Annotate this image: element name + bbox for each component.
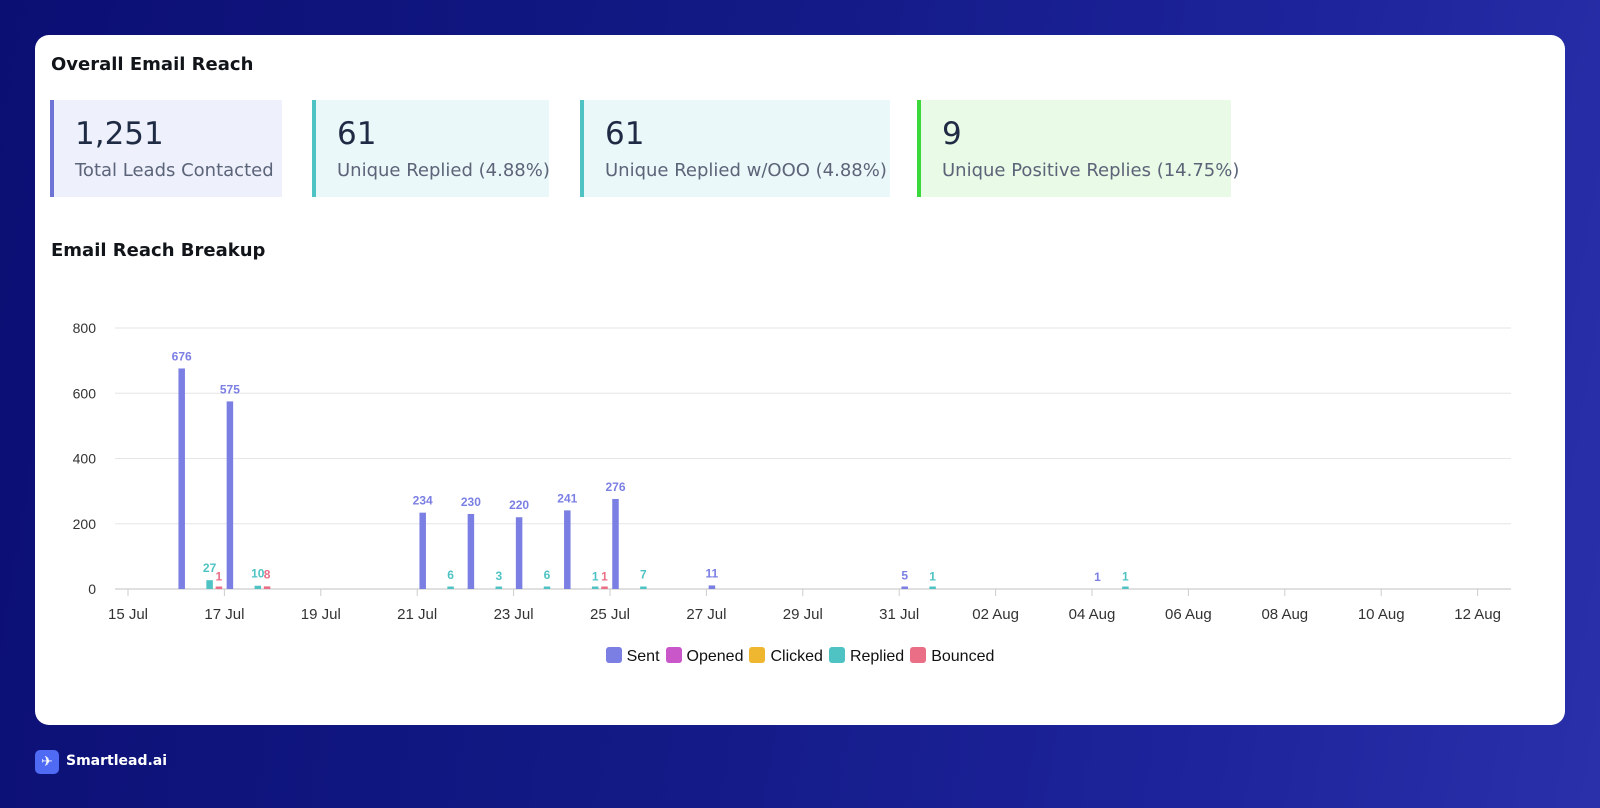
data-label: 5: [901, 568, 908, 582]
data-label: 8: [264, 567, 271, 581]
x-tick-label: 31 Jul: [879, 606, 919, 623]
megaphone-icon: ✈: [35, 750, 59, 774]
x-tick-label: 12 Aug: [1454, 606, 1501, 623]
stat-label: Unique Replied (4.88%): [337, 160, 550, 181]
stat-total-leads: 1,251 Total Leads Contacted: [50, 100, 282, 197]
bar-replied: [591, 586, 599, 589]
bar-replied: [1122, 586, 1129, 589]
data-label: 6: [447, 568, 454, 582]
data-label: 1: [601, 570, 608, 584]
bar-sent: [467, 513, 475, 589]
data-label: 1: [1094, 570, 1101, 584]
bar-sent: [708, 585, 716, 589]
legend-label: Replied: [849, 648, 905, 665]
data-label: 1: [1122, 570, 1129, 584]
y-tick-label: 0: [88, 581, 96, 597]
bar-sent: [419, 512, 426, 589]
x-tick-label: 15 Jul: [108, 606, 148, 623]
data-label: 10: [251, 567, 265, 581]
email-reach-chart: 0 200 400 600 800 15 Jul 17 Jul 19 Jul 21 Jul 23 …: [73, 320, 1511, 623]
stat-label: Total Leads Contacted: [75, 160, 274, 181]
bar-replied: [254, 585, 262, 589]
legend-swatch: [828, 647, 845, 663]
x-tick-label: 08 Aug: [1261, 606, 1308, 623]
data-label: 3: [495, 569, 502, 583]
bar-sent: [612, 498, 619, 589]
data-label: 11: [706, 566, 719, 580]
legend-label: Opened: [686, 648, 744, 665]
legend-item-sent[interactable]: Sent: [605, 647, 660, 666]
stat-unique-replied-ooo: 61 Unique Replied w/OOO (4.88%): [580, 100, 890, 197]
bar-replied: [495, 586, 503, 589]
stat-label: Unique Replied w/OOO (4.88%): [605, 160, 887, 181]
bar-sent: [901, 586, 908, 589]
bar-replied: [929, 586, 936, 589]
x-tick-label: 04 Aug: [1069, 606, 1116, 623]
data-label: 1: [592, 570, 599, 584]
data-label: 27: [203, 561, 217, 575]
legend-swatch: [749, 647, 766, 663]
brand-name: Smartlead.ai: [66, 753, 168, 769]
legend-item-replied[interactable]: Replied: [828, 647, 905, 666]
y-tick-label: 200: [73, 516, 97, 532]
x-tick-label: 25 Jul: [590, 606, 630, 623]
chart-legend: Sent Opened Clicked Replied Bounced: [35, 647, 1565, 666]
x-tick-label: 10 Aug: [1358, 606, 1405, 623]
stat-label: Unique Positive Replies (14.75%): [942, 160, 1240, 181]
x-tick-label: 29 Jul: [783, 606, 823, 623]
legend-item-clicked[interactable]: Clicked: [749, 647, 823, 666]
legend-item-bounced[interactable]: Bounced: [910, 647, 994, 666]
stat-value: 61: [605, 116, 645, 152]
data-label: 575: [220, 382, 240, 396]
data-label: 676: [172, 349, 192, 363]
stat-value: 61: [337, 116, 377, 152]
data-label: 234: [413, 494, 433, 508]
data-label: 7: [640, 568, 647, 582]
data-label: 241: [557, 491, 577, 505]
bar-sent: [564, 510, 571, 589]
legend-label: Bounced: [931, 648, 995, 665]
legend-item-opened[interactable]: Opened: [665, 647, 744, 666]
y-tick-label: 800: [73, 320, 97, 336]
bar-sent: [515, 517, 523, 589]
stat-unique-replied: 61 Unique Replied (4.88%): [312, 100, 550, 197]
data-label: 220: [509, 498, 529, 512]
bar-replied: [206, 580, 213, 589]
bar-replied: [447, 586, 454, 589]
x-tick-label: 23 Jul: [494, 606, 534, 623]
x-tick-label: 19 Jul: [301, 606, 341, 623]
legend-swatch: [605, 647, 622, 663]
legend-label: Sent: [626, 648, 660, 665]
x-tick-label: 27 Jul: [686, 606, 726, 623]
stat-positive-replies: 9 Unique Positive Replies (14.75%): [917, 100, 1239, 197]
data-label: 230: [461, 495, 481, 509]
bar-replied: [543, 586, 551, 589]
x-tick-label: 02 Aug: [972, 606, 1019, 623]
stat-value: 9: [942, 116, 962, 152]
bar-sent: [226, 401, 234, 589]
legend-swatch: [665, 647, 682, 663]
x-tick-label: 17 Jul: [204, 606, 244, 623]
bar-sent: [178, 368, 185, 589]
legend-label: Clicked: [770, 648, 823, 665]
bar-bounced: [601, 586, 608, 589]
email-reach-breakup-title: Email Reach Breakup: [51, 240, 266, 261]
data-label: 1: [216, 570, 223, 584]
overall-email-reach-title: Overall Email Reach: [51, 54, 254, 75]
legend-swatch: [910, 647, 927, 663]
y-tick-label: 600: [73, 385, 97, 401]
x-tick-label: 21 Jul: [397, 606, 437, 623]
stat-value: 1,251: [75, 116, 164, 152]
data-label: 6: [544, 568, 551, 582]
data-label: 1: [929, 570, 936, 584]
bar-replied: [640, 586, 647, 589]
email-reach-card: Overall Email Reach 1,251 Total Leads Co…: [35, 35, 1565, 725]
bar-bounced: [215, 586, 223, 589]
bar-bounced: [263, 586, 271, 589]
data-label: 276: [605, 480, 625, 494]
x-tick-label: 06 Aug: [1165, 606, 1212, 623]
y-tick-label: 400: [73, 451, 97, 467]
